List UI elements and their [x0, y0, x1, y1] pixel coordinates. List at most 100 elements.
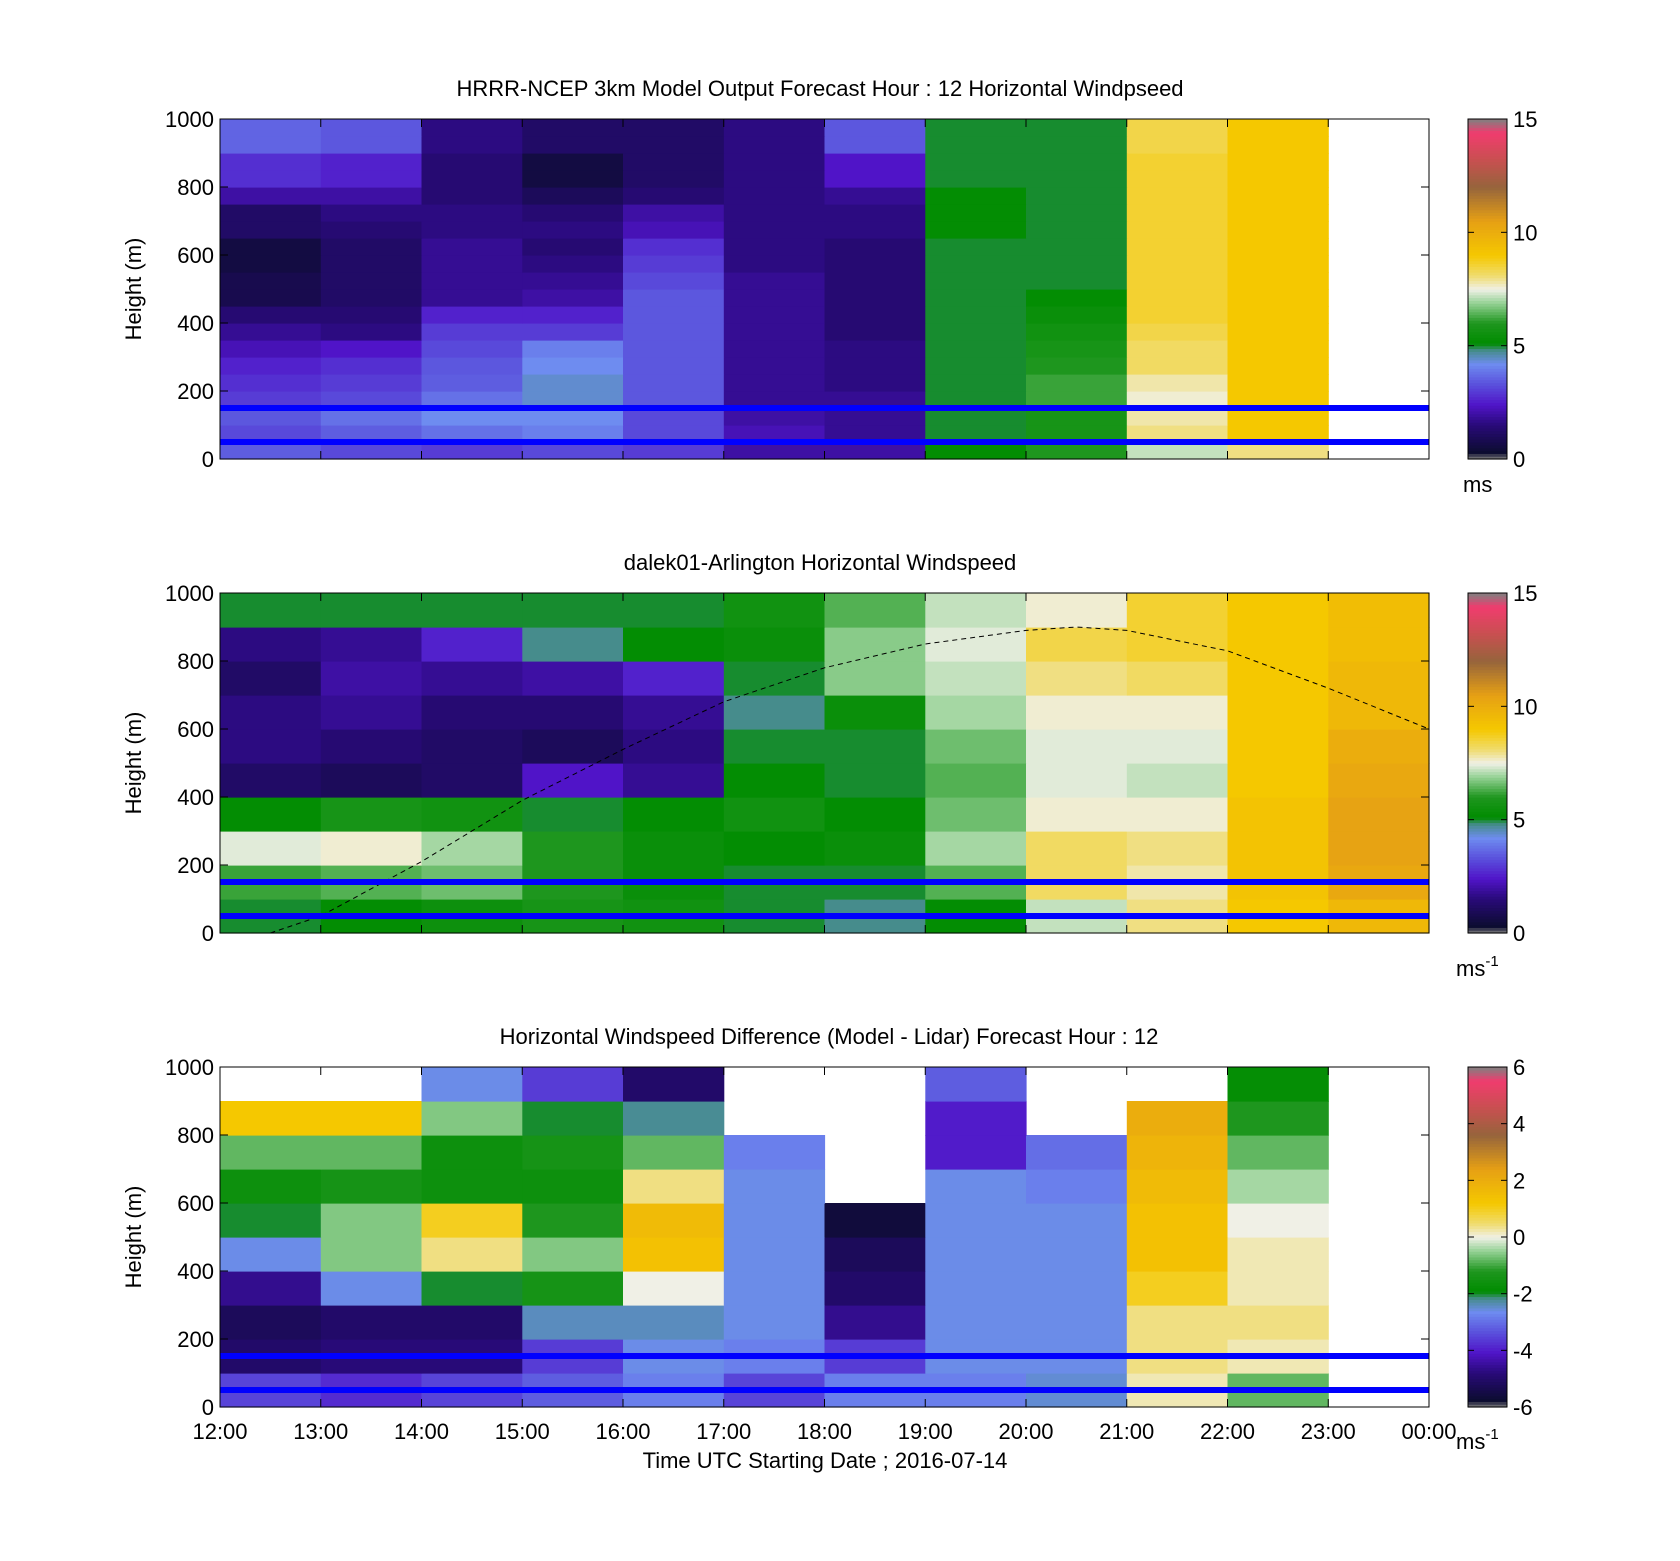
heatmap-cell	[1126, 425, 1229, 443]
heatmap-cell	[522, 1271, 624, 1306]
colorbar-segment	[1468, 138, 1507, 143]
heatmap-cell	[421, 255, 523, 273]
heatmap-cell	[421, 170, 523, 188]
colorbar-segment	[1468, 737, 1507, 741]
colorbar-segment	[1468, 1367, 1507, 1371]
heatmap-cell	[623, 1203, 725, 1238]
colorbar-segment	[1468, 260, 1507, 265]
colorbar-segment	[1468, 376, 1507, 381]
heatmap-cell	[824, 627, 926, 662]
heatmap-cell	[1026, 119, 1128, 137]
panel-2-x-ticks	[219, 593, 1430, 933]
colorbar-segment	[1468, 1358, 1507, 1363]
panel-1-ylabel: Height (m)	[121, 238, 146, 341]
colorbar-segment	[1468, 238, 1507, 242]
heatmap-cell	[723, 323, 826, 341]
colorbar-segment	[1468, 1225, 1507, 1230]
colorbar-segment	[1468, 127, 1507, 131]
heatmap-cell	[723, 1237, 826, 1272]
x-tick-label: 14:00	[394, 1419, 449, 1444]
colorbar-tick-label: -6	[1513, 1395, 1533, 1420]
heatmap-cell	[623, 695, 725, 730]
heatmap-cell	[623, 408, 725, 426]
colorbar-segment	[1468, 731, 1507, 736]
heatmap-cell	[723, 797, 826, 832]
colorbar-segment	[1468, 229, 1507, 233]
colorbar-segment	[1468, 1217, 1507, 1221]
colorbar-segment	[1468, 873, 1507, 877]
colorbar-segment	[1468, 1231, 1507, 1235]
heatmap-cell	[320, 187, 423, 205]
x-tick-label: 20:00	[998, 1419, 1053, 1444]
colorbar-segment	[1468, 723, 1507, 727]
colorbar-segment	[1468, 1344, 1507, 1349]
heatmap-cell	[421, 272, 523, 290]
colorbar-segment	[1468, 794, 1507, 798]
heatmap-cell	[421, 1271, 523, 1306]
colorbar-segment	[1468, 1350, 1507, 1354]
colorbar-segment	[1468, 374, 1507, 378]
colorbar-segment	[1468, 819, 1507, 824]
colorbar-segment	[1468, 1160, 1507, 1164]
colorbar-segment	[1468, 740, 1507, 744]
heatmap-cell	[1126, 831, 1229, 866]
heatmap-cell	[1227, 763, 1329, 798]
heatmap-cell	[522, 763, 624, 798]
heatmap-cell	[623, 272, 725, 290]
colorbar-segment	[1468, 436, 1507, 440]
heatmap-cell	[824, 153, 926, 171]
colorbar-segment	[1468, 289, 1507, 293]
colorbar-segment	[1468, 607, 1507, 611]
colorbar-segment	[1468, 240, 1507, 245]
x-tick-label: 13:00	[293, 1419, 348, 1444]
heatmap-cell	[1026, 391, 1128, 409]
heatmap-cell	[824, 1271, 926, 1306]
colorbar-segment	[1468, 1174, 1507, 1179]
heatmap-cell	[925, 1237, 1027, 1272]
heatmap-cell	[723, 136, 826, 154]
heatmap-cell	[421, 729, 523, 764]
heatmap-cell	[522, 136, 624, 154]
colorbar-tick-label: -2	[1513, 1282, 1533, 1307]
heatmap-cell	[1026, 425, 1128, 443]
colorbar-segment	[1468, 678, 1507, 682]
heatmap-cell	[522, 797, 624, 832]
colorbar-segment	[1468, 266, 1507, 270]
colorbar-segment	[1468, 243, 1507, 248]
colorbar-segment	[1468, 170, 1507, 174]
heatmap-cell	[220, 272, 322, 290]
heatmap-cell	[320, 374, 423, 392]
colorbar-tick-label: 5	[1513, 808, 1525, 833]
heatmap-cell	[421, 357, 523, 375]
colorbar-segment	[1468, 799, 1507, 804]
colorbar-segment	[1468, 833, 1507, 838]
heatmap-cell	[320, 408, 423, 426]
colorbar-segment	[1468, 1095, 1507, 1099]
heatmap-cell	[824, 306, 926, 324]
heatmap-cell	[925, 374, 1027, 392]
colorbar-segment	[1468, 1084, 1507, 1088]
colorbar-segment	[1468, 771, 1507, 775]
heatmap-cell	[522, 340, 624, 358]
heatmap-cell	[1026, 627, 1128, 662]
panel-2-unit-base: ms	[1456, 956, 1485, 981]
colorbar-segment	[1468, 396, 1507, 401]
y-tick-label: 600	[177, 1191, 214, 1216]
panel-3-title: Horizontal Windspeed Difference (Model -…	[500, 1024, 1159, 1049]
colorbar-segment	[1468, 1118, 1507, 1122]
heatmap-cell	[723, 255, 826, 273]
colorbar-tick-label: 15	[1513, 581, 1537, 606]
colorbar-segment	[1468, 269, 1507, 273]
colorbar-segment	[1468, 748, 1507, 753]
x-tick-label: 21:00	[1099, 1419, 1154, 1444]
colorbar-segment	[1468, 649, 1507, 654]
heatmap-cell	[1026, 170, 1128, 188]
colorbar-segment	[1468, 1072, 1507, 1077]
colorbar-segment	[1468, 337, 1507, 341]
panel-2-ylabel: Height (m)	[121, 712, 146, 815]
colorbar-segment	[1468, 1067, 1507, 1071]
colorbar-segment	[1468, 635, 1507, 639]
heatmap-cell	[522, 221, 624, 239]
heatmap-cell	[522, 729, 624, 764]
heatmap-cell	[623, 221, 725, 239]
